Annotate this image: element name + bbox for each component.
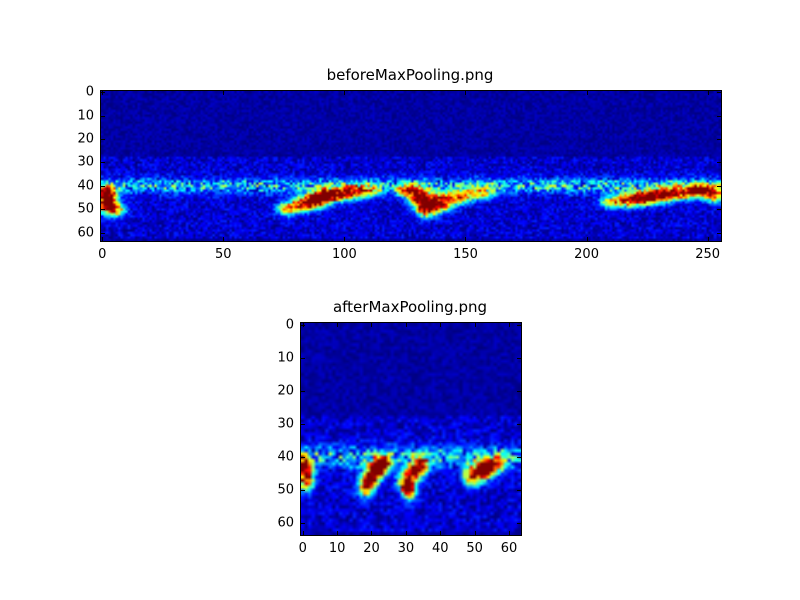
y-tick-mark bbox=[301, 357, 305, 359]
y-tick-label: 30 bbox=[77, 154, 94, 170]
y-tick-mark bbox=[517, 324, 521, 326]
x-tick-label: 150 bbox=[453, 247, 478, 262]
after-heatmap-axes: 0 10 20 30 40 50 60 0 10 20 30 40 50 60 bbox=[277, 317, 522, 556]
y-tick-label: 20 bbox=[277, 383, 294, 399]
before-y-axis-tick-labels: 0 10 20 30 40 50 60 bbox=[50, 85, 94, 241]
x-tick-mark bbox=[474, 531, 476, 535]
x-tick-mark bbox=[508, 531, 510, 535]
x-tick-label: 200 bbox=[574, 247, 599, 262]
y-tick-mark bbox=[101, 185, 105, 187]
y-tick-label: 0 bbox=[85, 84, 94, 100]
y-tick-mark bbox=[101, 232, 105, 234]
y-tick-mark bbox=[517, 357, 521, 359]
y-tick-label: 40 bbox=[77, 178, 94, 194]
x-tick-mark bbox=[508, 323, 510, 327]
x-tick-mark bbox=[302, 531, 304, 535]
after-chart-title: afterMaxPooling.png bbox=[332, 298, 488, 316]
after-x-axis-tick-labels: 0 10 20 30 40 50 60 bbox=[298, 541, 521, 559]
x-tick-mark bbox=[474, 323, 476, 327]
x-tick-mark bbox=[223, 237, 225, 241]
x-tick-mark bbox=[344, 91, 346, 95]
y-tick-mark bbox=[517, 424, 521, 426]
x-tick-mark bbox=[102, 91, 104, 95]
y-tick-mark bbox=[717, 115, 721, 117]
y-tick-label: 60 bbox=[277, 515, 294, 531]
y-tick-mark bbox=[717, 185, 721, 187]
before-chart-title: beforeMaxPooling.png bbox=[326, 66, 494, 84]
y-tick-mark bbox=[301, 424, 305, 426]
y-tick-mark bbox=[101, 162, 105, 164]
y-tick-label: 20 bbox=[77, 131, 94, 147]
x-tick-label: 10 bbox=[328, 541, 346, 556]
x-tick-mark bbox=[586, 237, 588, 241]
before-x-axis-tick-labels: 0 50 100 150 200 250 bbox=[98, 247, 721, 265]
y-tick-label: 30 bbox=[277, 416, 294, 432]
y-tick-mark bbox=[717, 162, 721, 164]
x-tick-mark bbox=[337, 323, 339, 327]
x-tick-label: 0 bbox=[298, 541, 307, 556]
y-tick-mark bbox=[517, 457, 521, 459]
y-tick-label: 0 bbox=[285, 317, 294, 333]
x-tick-mark bbox=[344, 237, 346, 241]
y-tick-mark bbox=[101, 209, 105, 211]
y-tick-mark bbox=[101, 115, 105, 117]
after-y-axis-tick-labels: 0 10 20 30 40 50 60 bbox=[250, 317, 294, 535]
y-tick-mark bbox=[101, 139, 105, 141]
x-tick-mark bbox=[586, 91, 588, 95]
y-tick-label: 40 bbox=[277, 449, 294, 465]
y-tick-mark bbox=[517, 523, 521, 525]
x-tick-mark bbox=[337, 531, 339, 535]
y-tick-mark bbox=[301, 523, 305, 525]
y-tick-mark bbox=[517, 390, 521, 392]
x-tick-label: 0 bbox=[98, 247, 107, 262]
y-tick-mark bbox=[717, 232, 721, 234]
x-tick-mark bbox=[371, 323, 373, 327]
x-tick-mark bbox=[465, 237, 467, 241]
x-tick-label: 40 bbox=[431, 541, 449, 556]
x-tick-mark bbox=[405, 323, 407, 327]
x-tick-mark bbox=[302, 323, 304, 327]
x-tick-mark bbox=[707, 237, 709, 241]
after-heatmap-image bbox=[301, 323, 521, 535]
x-tick-mark bbox=[371, 531, 373, 535]
x-tick-mark bbox=[440, 531, 442, 535]
x-tick-mark bbox=[440, 323, 442, 327]
x-tick-mark bbox=[707, 91, 709, 95]
x-tick-label: 100 bbox=[331, 247, 357, 262]
x-tick-label: 20 bbox=[363, 541, 380, 556]
y-tick-mark bbox=[517, 490, 521, 492]
y-tick-mark bbox=[717, 209, 721, 211]
y-tick-mark bbox=[301, 390, 305, 392]
x-tick-label: 30 bbox=[397, 541, 415, 556]
before-heatmap-axes: 0 50 100 150 200 250 0 10 20 30 40 50 60 bbox=[77, 85, 722, 262]
y-tick-mark bbox=[301, 324, 305, 326]
y-tick-mark bbox=[717, 92, 721, 94]
y-tick-label: 60 bbox=[77, 225, 94, 241]
y-tick-mark bbox=[301, 490, 305, 492]
y-tick-label: 10 bbox=[277, 350, 294, 366]
x-tick-label: 60 bbox=[500, 541, 518, 556]
x-tick-mark bbox=[102, 237, 104, 241]
before-heatmap-image bbox=[101, 91, 721, 241]
x-tick-mark bbox=[405, 531, 407, 535]
y-tick-mark bbox=[717, 139, 721, 141]
x-tick-label: 50 bbox=[215, 247, 232, 262]
y-tick-label: 50 bbox=[77, 201, 94, 217]
y-tick-label: 10 bbox=[77, 108, 94, 124]
x-tick-mark bbox=[465, 91, 467, 95]
y-tick-mark bbox=[101, 92, 105, 94]
x-tick-label: 50 bbox=[466, 541, 483, 556]
y-tick-mark bbox=[301, 457, 305, 459]
x-tick-label: 250 bbox=[695, 247, 721, 262]
y-tick-label: 50 bbox=[277, 482, 294, 498]
x-tick-mark bbox=[223, 91, 225, 95]
